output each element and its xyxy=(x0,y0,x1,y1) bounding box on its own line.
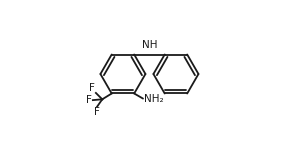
Text: F: F xyxy=(90,82,95,92)
Text: NH: NH xyxy=(142,40,157,50)
Text: F: F xyxy=(94,107,100,117)
Text: NH₂: NH₂ xyxy=(144,94,163,104)
Text: F: F xyxy=(86,95,92,105)
